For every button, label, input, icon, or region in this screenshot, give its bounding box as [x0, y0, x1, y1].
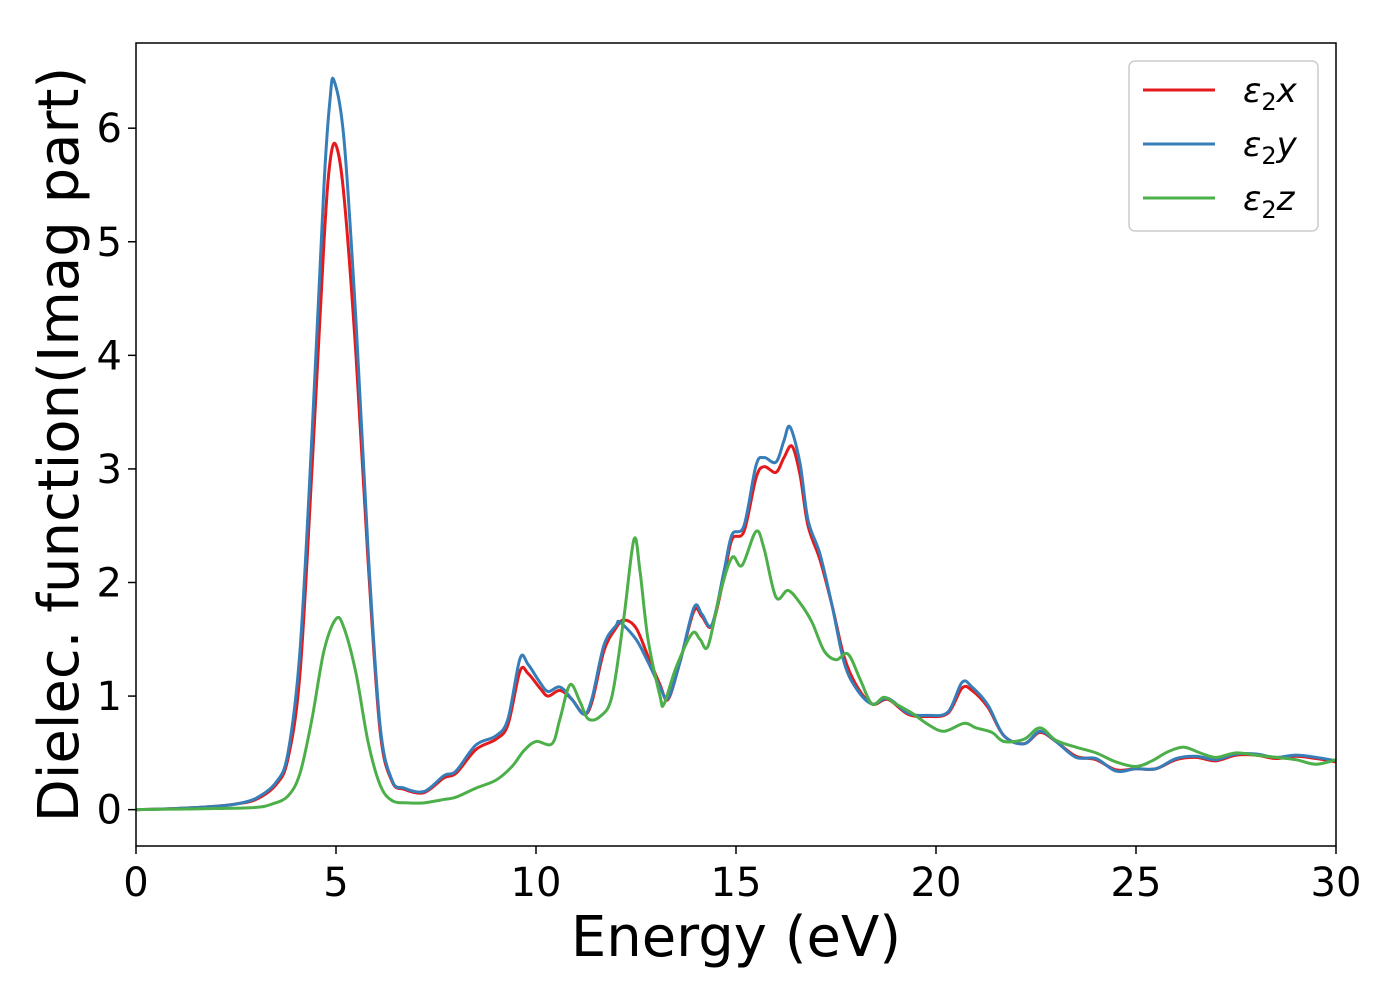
- y-tick-label: 0: [97, 788, 122, 834]
- y-axis-label: Dielec. function(Imag part): [27, 67, 92, 823]
- x-tick-label: 20: [911, 860, 962, 906]
- legend-box: [1128, 60, 1319, 232]
- x-tick-label: 10: [511, 860, 562, 906]
- x-tick-label: 15: [711, 860, 762, 906]
- legend-label: ε2y: [1243, 125, 1298, 170]
- y-tick-label: 4: [97, 333, 122, 379]
- legend: ε2x ε2y ε2z: [1128, 60, 1319, 232]
- x-axis-label: Energy (eV): [571, 905, 901, 970]
- y-tick-label: 6: [97, 106, 122, 152]
- series-line-1: [136, 141, 1336, 812]
- x-tick-label: 0: [123, 860, 148, 906]
- series-lines: [136, 76, 1336, 812]
- axes: 0 5 10 15 20 25 30 0 1 2 3 4 5 6: [97, 42, 1362, 906]
- y-tick-label: 5: [97, 220, 122, 266]
- x-tick-label: 5: [323, 860, 348, 906]
- legend-label: ε2x: [1243, 71, 1298, 116]
- legend-label: ε2z: [1243, 179, 1296, 224]
- x-tick-label: 25: [1111, 860, 1162, 906]
- series-line-3: [136, 529, 1336, 812]
- x-tick-label: 30: [1311, 860, 1362, 906]
- y-tick-label: 3: [97, 447, 122, 493]
- y-tick-label: 1: [97, 674, 122, 720]
- y-tick-label: 2: [97, 560, 122, 606]
